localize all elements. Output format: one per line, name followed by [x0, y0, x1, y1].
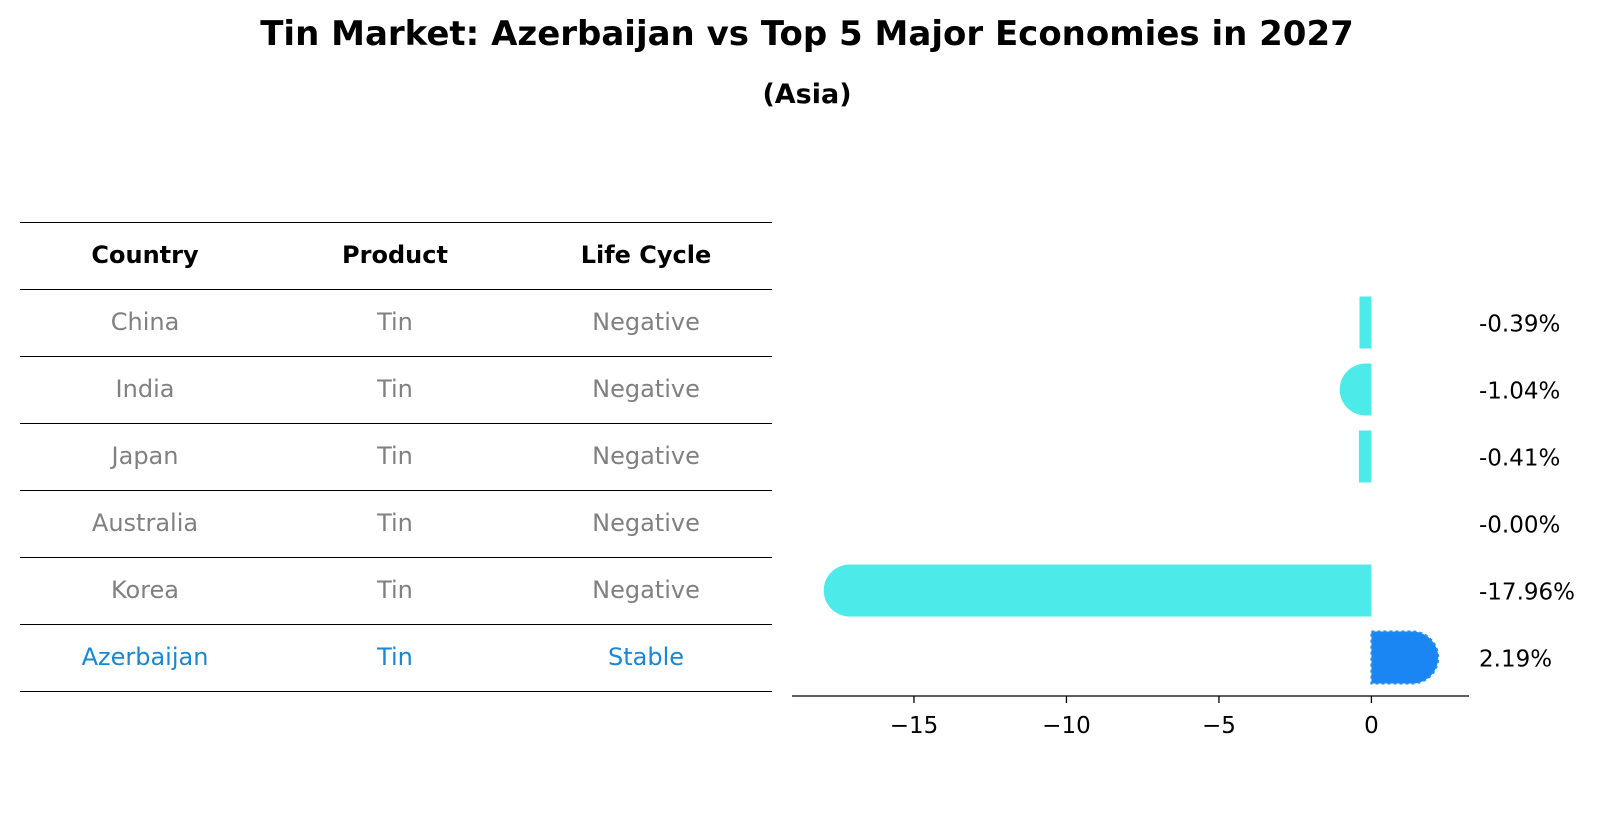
cell-country: India	[115, 375, 175, 403]
bar-value-label: -0.00%	[1479, 513, 1560, 539]
cell-life-cycle: Negative	[592, 308, 700, 336]
table-row: Korea Tin Negative	[20, 557, 772, 624]
bar-value-label: -17.96%	[1479, 580, 1575, 606]
bar-value-label: -1.04%	[1479, 379, 1560, 405]
x-tick-label: −5	[1202, 713, 1236, 739]
bar	[823, 564, 1372, 617]
cell-life-cycle: Negative	[592, 509, 700, 537]
cell-product: Tin	[377, 509, 413, 537]
cell-product: Tin	[377, 442, 413, 470]
table-row: India Tin Negative	[20, 356, 772, 423]
bar-value-label: 2.19%	[1479, 647, 1552, 673]
table-row: Australia Tin Negative	[20, 490, 772, 557]
bar	[1339, 363, 1372, 416]
table-rule	[20, 557, 772, 558]
table-header-row: Country Product Life Cycle	[20, 222, 772, 289]
cell-country: Japan	[111, 442, 179, 470]
cell-product: Tin	[377, 643, 413, 671]
header-product: Product	[342, 241, 448, 269]
table-row-highlight: Azerbaijan Tin Stable	[20, 624, 772, 691]
cell-product: Tin	[377, 576, 413, 604]
x-tick-label: −15	[890, 713, 939, 739]
chart-subtitle: (Asia)	[762, 79, 852, 110]
header-country: Country	[91, 241, 199, 269]
table-rule	[20, 356, 772, 357]
x-tick-label: 0	[1364, 713, 1379, 739]
cell-country: Australia	[91, 509, 199, 537]
bar	[1370, 630, 1440, 685]
bar	[1359, 296, 1372, 349]
cell-product: Tin	[377, 375, 413, 403]
table-rule	[20, 490, 772, 491]
bar-value-label: -0.41%	[1479, 446, 1560, 472]
table-row: Japan Tin Negative	[20, 423, 772, 490]
cell-country: China	[110, 308, 180, 336]
cell-country: Azerbaijan	[81, 643, 209, 671]
cell-life-cycle: Negative	[592, 442, 700, 470]
table-rule	[20, 624, 772, 625]
cell-country: Korea	[110, 576, 180, 604]
cell-product: Tin	[377, 308, 413, 336]
table-rule	[20, 289, 772, 290]
cell-life-cycle: Negative	[592, 375, 700, 403]
table-rule	[20, 423, 772, 424]
cell-life-cycle: Negative	[592, 576, 700, 604]
bar-value-label: -0.39%	[1479, 312, 1560, 338]
table-row: China Tin Negative	[20, 289, 772, 356]
cell-life-cycle: Stable	[607, 643, 685, 671]
table-rule-bottom	[20, 691, 772, 692]
header-life-cycle: Life Cycle	[580, 241, 712, 269]
chart-title: Tin Market: Azerbaijan vs Top 5 Major Ec…	[260, 14, 1354, 54]
table-rule-top	[20, 222, 772, 223]
x-tick-label: −10	[1042, 713, 1091, 739]
bar	[1358, 430, 1372, 483]
